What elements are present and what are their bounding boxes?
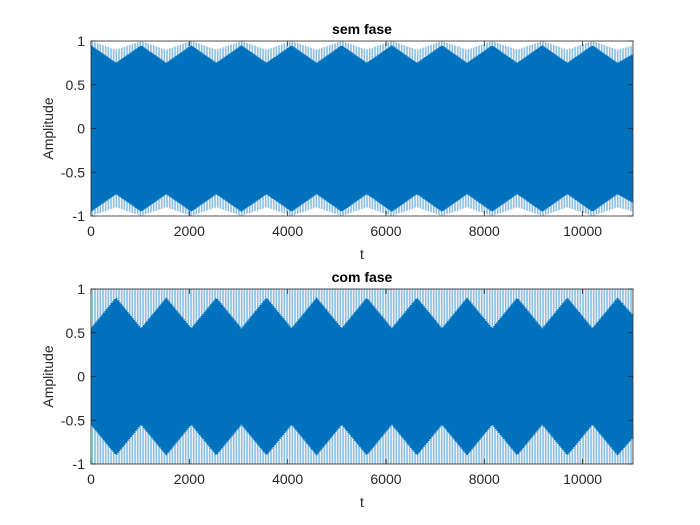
plot-title: com fase bbox=[332, 269, 393, 285]
y-axis-label: Amplitude bbox=[40, 345, 56, 407]
y-tick-label: -1 bbox=[73, 456, 86, 472]
x-tick-label: 8000 bbox=[469, 471, 500, 487]
x-tick-label: 4000 bbox=[272, 471, 303, 487]
x-tick-label: 6000 bbox=[370, 471, 401, 487]
y-axis-label: Amplitude bbox=[40, 97, 56, 159]
x-tick-label: 2000 bbox=[174, 223, 205, 239]
x-tick-label: 10000 bbox=[563, 223, 602, 239]
y-tick-label: -1 bbox=[73, 208, 86, 224]
y-tick-label: 0 bbox=[77, 369, 85, 385]
y-tick-label: 1 bbox=[77, 281, 85, 297]
plot-title: sem fase bbox=[332, 21, 392, 37]
x-tick-label: 10000 bbox=[563, 471, 602, 487]
y-tick-label: 1 bbox=[77, 33, 85, 49]
x-tick-label: 4000 bbox=[272, 223, 303, 239]
y-tick-label: 0.5 bbox=[66, 77, 86, 93]
y-tick-label: -0.5 bbox=[61, 164, 85, 180]
x-tick-label: 0 bbox=[87, 223, 95, 239]
x-tick-label: 8000 bbox=[469, 223, 500, 239]
y-tick-label: 0.5 bbox=[66, 325, 86, 341]
y-tick-label: 0 bbox=[77, 121, 85, 137]
series-1 bbox=[91, 41, 633, 216]
x-tick-label: 0 bbox=[87, 471, 95, 487]
subplot-1: 0 2000 4000 6000 8000 10000 -1 -0.5 0 0.5 1 sem fas… bbox=[40, 21, 634, 262]
x-tick-label: 6000 bbox=[370, 223, 401, 239]
subplot-2: 0 2000 4000 6000 8000 10000 -1 -0.5 0 0.5 1 com fas… bbox=[40, 269, 634, 510]
y-tick-label: -0.5 bbox=[61, 412, 85, 428]
signal-body bbox=[91, 45, 633, 212]
x-axis-label: t bbox=[360, 246, 364, 262]
x-axis-label: t bbox=[360, 494, 364, 510]
x-tick-label: 2000 bbox=[174, 471, 205, 487]
signal-body bbox=[91, 297, 633, 456]
series-1 bbox=[91, 289, 633, 464]
